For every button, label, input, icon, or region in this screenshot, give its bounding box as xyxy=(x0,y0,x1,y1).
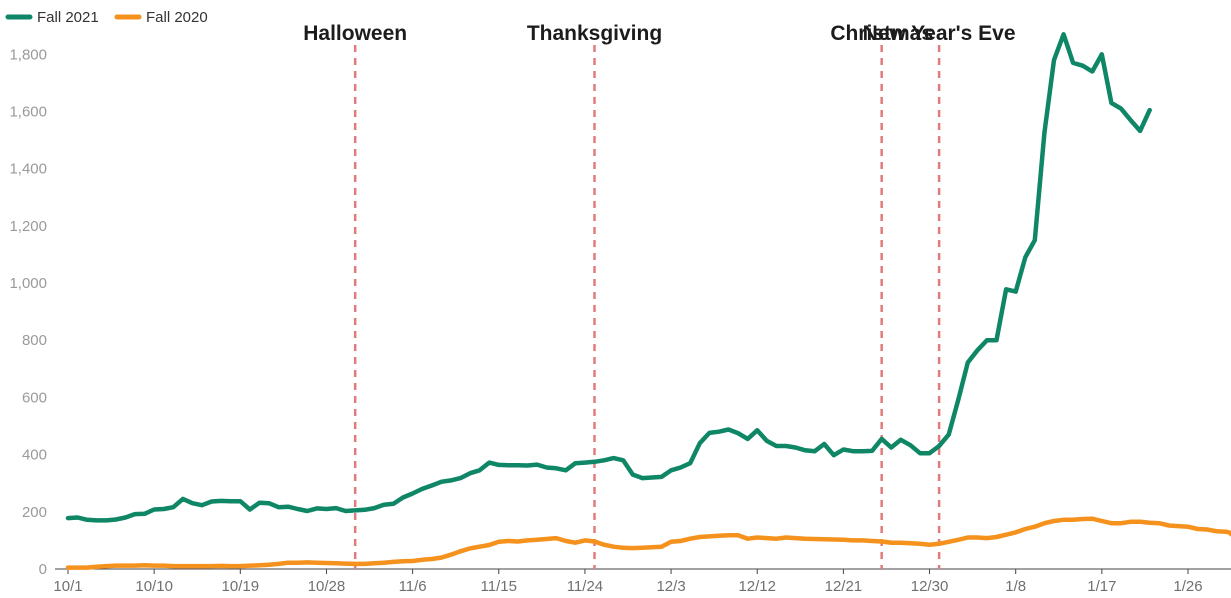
x-tick-label: 10/28 xyxy=(308,578,346,595)
y-tick-label: 0 xyxy=(39,561,47,578)
x-tick-label: 12/3 xyxy=(656,578,685,595)
series-lines xyxy=(65,32,1231,570)
x-tick-label: 10/19 xyxy=(222,578,260,595)
legend-label-fall-2021: Fall 2021 xyxy=(37,9,99,26)
event-label: Thanksgiving xyxy=(527,22,662,45)
y-tick-label: 1,800 xyxy=(9,46,47,63)
y-tick-label: 1,000 xyxy=(9,275,47,292)
x-tick-label: 10/10 xyxy=(135,578,173,595)
x-tick-label: 12/12 xyxy=(738,578,776,595)
x-tick-label: 10/1 xyxy=(53,578,82,595)
y-tick-label: 800 xyxy=(22,332,47,349)
y-tick-label: 1,600 xyxy=(9,103,47,120)
y-tick-label: 200 xyxy=(22,504,47,521)
x-tick-label: 12/21 xyxy=(825,578,863,595)
legend: Fall 2021 Fall 2020 xyxy=(5,9,208,26)
event-label: Halloween xyxy=(303,22,407,45)
x-tick-label: 11/15 xyxy=(481,578,517,595)
x-tick-label: 12/30 xyxy=(911,578,949,595)
x-tick-label: 1/8 xyxy=(1005,578,1026,595)
event-label: New Year's Eve xyxy=(863,22,1016,45)
x-axis: 10/1 10/10 10/19 10/28 11/6 11/15 11/24 12/3 12/… xyxy=(53,568,1231,595)
y-tick-label: 1,400 xyxy=(9,161,47,178)
y-tick-label: 1,200 xyxy=(9,218,47,235)
x-tick-label: 1/17 xyxy=(1087,578,1116,595)
x-tick-label: 11/24 xyxy=(567,578,603,595)
x-tick-label: 1/26 xyxy=(1173,578,1202,595)
series-line-fall-2020 xyxy=(65,516,1231,570)
y-axis: 0 200 400 600 800 1,000 1,200 1,400 1,600 1,800 xyxy=(9,46,47,578)
x-tick-label: 11/6 xyxy=(399,578,427,595)
y-tick-label: 600 xyxy=(22,389,47,406)
event-label: Christmas xyxy=(830,22,933,45)
y-tick-label: 400 xyxy=(22,447,47,464)
legend-label-fall-2020: Fall 2020 xyxy=(146,9,208,26)
series-line-fall-2021 xyxy=(65,32,1152,523)
